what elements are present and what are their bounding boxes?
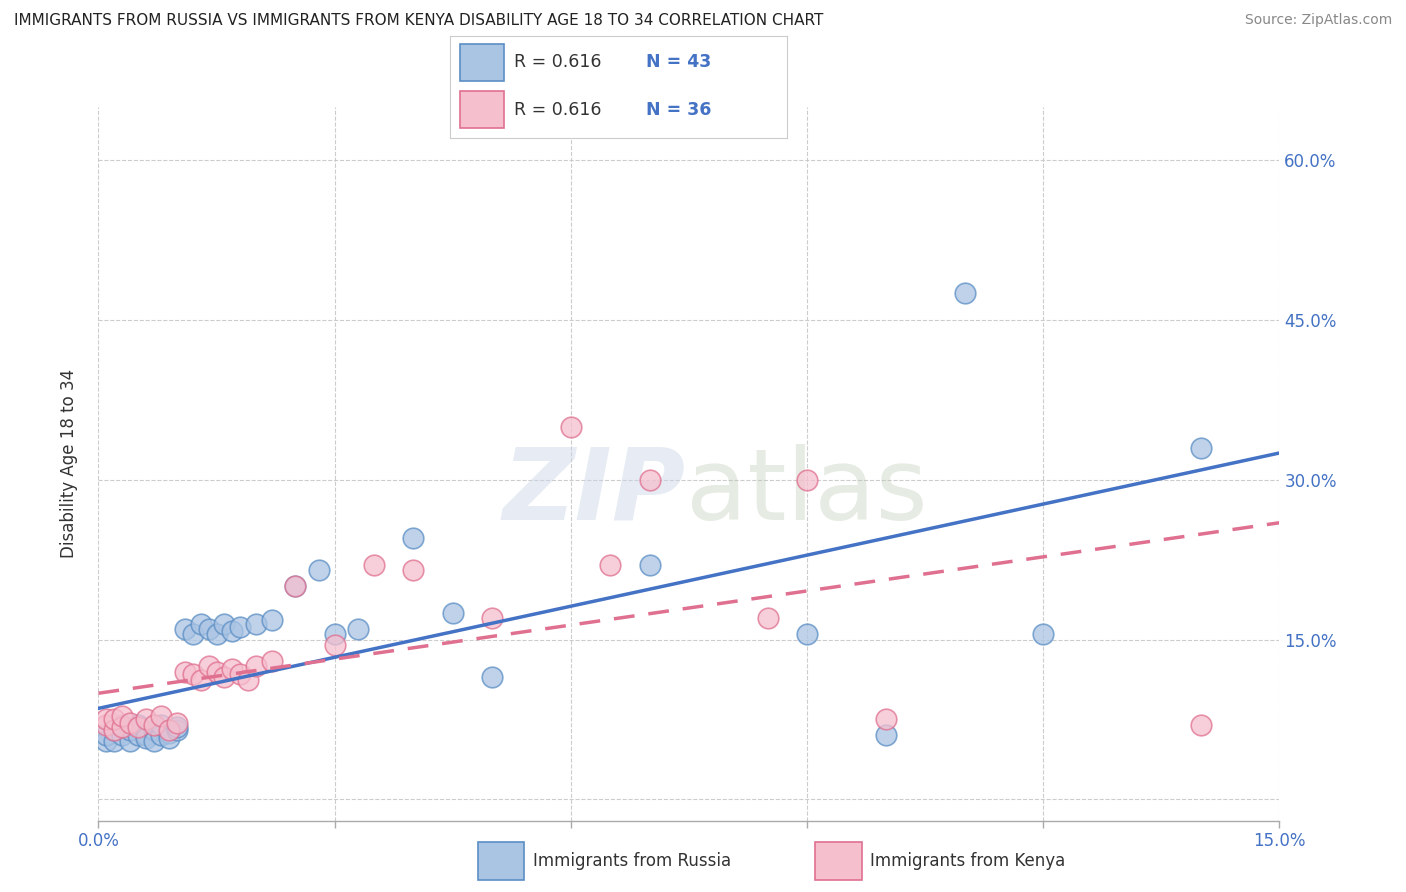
FancyBboxPatch shape: [460, 44, 503, 81]
Point: [127, 718, 149, 732]
Point: [229, 620, 252, 634]
Point: [638, 473, 661, 487]
Point: [111, 718, 134, 732]
Point: [236, 673, 259, 687]
Point: [402, 532, 425, 546]
Point: [135, 713, 157, 727]
Point: [875, 728, 897, 742]
Point: [197, 659, 219, 673]
Point: [1189, 441, 1212, 455]
Point: [118, 733, 141, 747]
Point: [103, 733, 125, 747]
Point: [796, 473, 818, 487]
Point: [402, 563, 425, 577]
Point: [181, 666, 204, 681]
Point: [174, 622, 197, 636]
Point: [111, 709, 134, 723]
Point: [96, 733, 118, 747]
Point: [638, 558, 661, 572]
Point: [135, 728, 157, 742]
Point: [157, 723, 180, 738]
Point: [1189, 718, 1212, 732]
Point: [142, 733, 165, 747]
Text: N = 36: N = 36: [645, 101, 711, 119]
Point: [245, 659, 267, 673]
Point: [214, 616, 236, 631]
Point: [875, 713, 897, 727]
Point: [166, 723, 188, 738]
Point: [150, 718, 173, 732]
Point: [157, 726, 180, 740]
Point: [441, 606, 464, 620]
Point: [214, 670, 236, 684]
Point: [96, 728, 118, 742]
Y-axis label: Disability Age 18 to 34: Disability Age 18 to 34: [59, 369, 77, 558]
Point: [111, 720, 134, 734]
Point: [142, 718, 165, 732]
Point: [174, 665, 197, 679]
Text: N = 43: N = 43: [645, 54, 711, 71]
Point: [1032, 627, 1054, 641]
Point: [481, 611, 503, 625]
Text: ZIP: ZIP: [503, 444, 686, 541]
Point: [560, 419, 582, 434]
Point: [181, 627, 204, 641]
Point: [166, 720, 188, 734]
Text: R = 0.616: R = 0.616: [515, 101, 602, 119]
Point: [142, 723, 165, 738]
Point: [118, 715, 141, 730]
Point: [347, 622, 370, 636]
Point: [221, 624, 243, 638]
Point: [150, 709, 173, 723]
FancyBboxPatch shape: [478, 842, 524, 880]
Point: [103, 713, 125, 727]
Point: [166, 715, 188, 730]
Point: [118, 723, 141, 738]
Text: IMMIGRANTS FROM RUSSIA VS IMMIGRANTS FROM KENYA DISABILITY AGE 18 TO 34 CORRELAT: IMMIGRANTS FROM RUSSIA VS IMMIGRANTS FRO…: [14, 13, 824, 29]
Point: [481, 670, 503, 684]
FancyBboxPatch shape: [815, 842, 862, 880]
Point: [190, 673, 212, 687]
Point: [205, 665, 228, 679]
Point: [103, 723, 125, 738]
Point: [157, 731, 180, 745]
FancyBboxPatch shape: [460, 91, 503, 128]
Point: [284, 579, 307, 593]
Text: R = 0.616: R = 0.616: [515, 54, 602, 71]
Point: [284, 579, 307, 593]
Point: [260, 614, 283, 628]
Text: Immigrants from Russia: Immigrants from Russia: [533, 852, 731, 870]
Point: [363, 558, 385, 572]
Point: [127, 728, 149, 742]
Point: [96, 718, 118, 732]
Point: [953, 286, 976, 301]
Point: [190, 616, 212, 631]
Point: [599, 558, 621, 572]
Point: [205, 627, 228, 641]
Point: [127, 720, 149, 734]
Point: [229, 666, 252, 681]
Point: [245, 616, 267, 631]
Text: Source: ZipAtlas.com: Source: ZipAtlas.com: [1244, 13, 1392, 28]
Point: [323, 638, 346, 652]
Point: [756, 611, 779, 625]
Point: [260, 654, 283, 668]
Text: Immigrants from Kenya: Immigrants from Kenya: [870, 852, 1066, 870]
Point: [796, 627, 818, 641]
Point: [308, 563, 330, 577]
Point: [221, 662, 243, 676]
Point: [135, 731, 157, 745]
Point: [96, 713, 118, 727]
Point: [103, 723, 125, 738]
Point: [197, 622, 219, 636]
Text: atlas: atlas: [686, 444, 928, 541]
Point: [111, 728, 134, 742]
Point: [323, 627, 346, 641]
Point: [150, 728, 173, 742]
